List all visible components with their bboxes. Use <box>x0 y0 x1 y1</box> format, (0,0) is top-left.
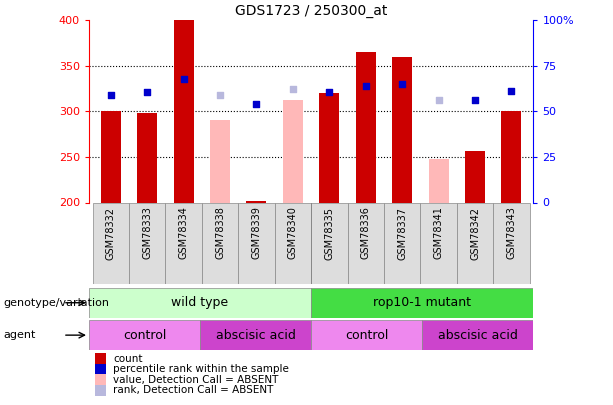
Bar <box>89 320 200 350</box>
Bar <box>421 202 457 284</box>
Bar <box>200 320 311 350</box>
Bar <box>493 202 530 284</box>
Text: GSM78341: GSM78341 <box>433 207 444 260</box>
Bar <box>422 320 533 350</box>
Point <box>397 81 407 87</box>
Bar <box>319 93 340 202</box>
Point <box>324 89 334 96</box>
Text: GSM78336: GSM78336 <box>360 207 371 260</box>
Text: abscisic acid: abscisic acid <box>438 328 518 342</box>
Bar <box>311 288 533 318</box>
Bar <box>428 159 449 202</box>
Bar <box>311 320 422 350</box>
Bar <box>384 202 421 284</box>
Bar <box>348 202 384 284</box>
Point <box>361 83 371 89</box>
Bar <box>465 151 485 202</box>
Text: GSM78334: GSM78334 <box>178 207 189 260</box>
Point <box>179 76 189 83</box>
Point <box>106 92 116 98</box>
Point <box>433 96 443 103</box>
Bar <box>210 121 230 202</box>
Text: rop10-1 mutant: rop10-1 mutant <box>373 296 471 309</box>
Text: value, Detection Call = ABSENT: value, Detection Call = ABSENT <box>113 375 279 385</box>
Text: abscisic acid: abscisic acid <box>216 328 295 342</box>
Text: GSM78335: GSM78335 <box>324 207 334 260</box>
Title: GDS1723 / 250300_at: GDS1723 / 250300_at <box>235 4 387 18</box>
Point <box>251 101 261 107</box>
Bar <box>101 111 121 202</box>
Text: count: count <box>113 354 143 364</box>
Text: GSM78333: GSM78333 <box>142 207 152 260</box>
Point <box>506 88 516 95</box>
Bar <box>173 20 194 202</box>
Bar <box>166 202 202 284</box>
Text: control: control <box>345 328 389 342</box>
Text: genotype/variation: genotype/variation <box>3 298 109 308</box>
Bar <box>238 202 275 284</box>
Text: agent: agent <box>3 330 36 340</box>
Bar <box>457 202 493 284</box>
Text: GSM78338: GSM78338 <box>215 207 225 260</box>
Text: control: control <box>123 328 166 342</box>
Text: GSM78340: GSM78340 <box>288 207 298 260</box>
Point <box>142 89 152 96</box>
Bar <box>311 202 348 284</box>
Text: GSM78342: GSM78342 <box>470 207 480 260</box>
Bar <box>283 100 303 202</box>
Text: GSM78332: GSM78332 <box>105 207 116 260</box>
Text: GSM78337: GSM78337 <box>397 207 407 260</box>
Bar <box>246 201 267 202</box>
Text: wild type: wild type <box>172 296 229 309</box>
Bar <box>89 288 311 318</box>
Text: percentile rank within the sample: percentile rank within the sample <box>113 364 289 374</box>
Text: GSM78339: GSM78339 <box>251 207 262 260</box>
Point <box>470 97 480 104</box>
Point <box>288 85 298 92</box>
Point <box>215 92 225 98</box>
Bar <box>275 202 311 284</box>
Bar <box>392 57 412 202</box>
Text: rank, Detection Call = ABSENT: rank, Detection Call = ABSENT <box>113 386 274 395</box>
Bar <box>501 111 522 202</box>
Bar <box>129 202 166 284</box>
Bar <box>356 52 376 202</box>
Bar <box>137 113 157 202</box>
Bar <box>93 202 129 284</box>
Bar <box>202 202 238 284</box>
Text: GSM78343: GSM78343 <box>506 207 517 260</box>
